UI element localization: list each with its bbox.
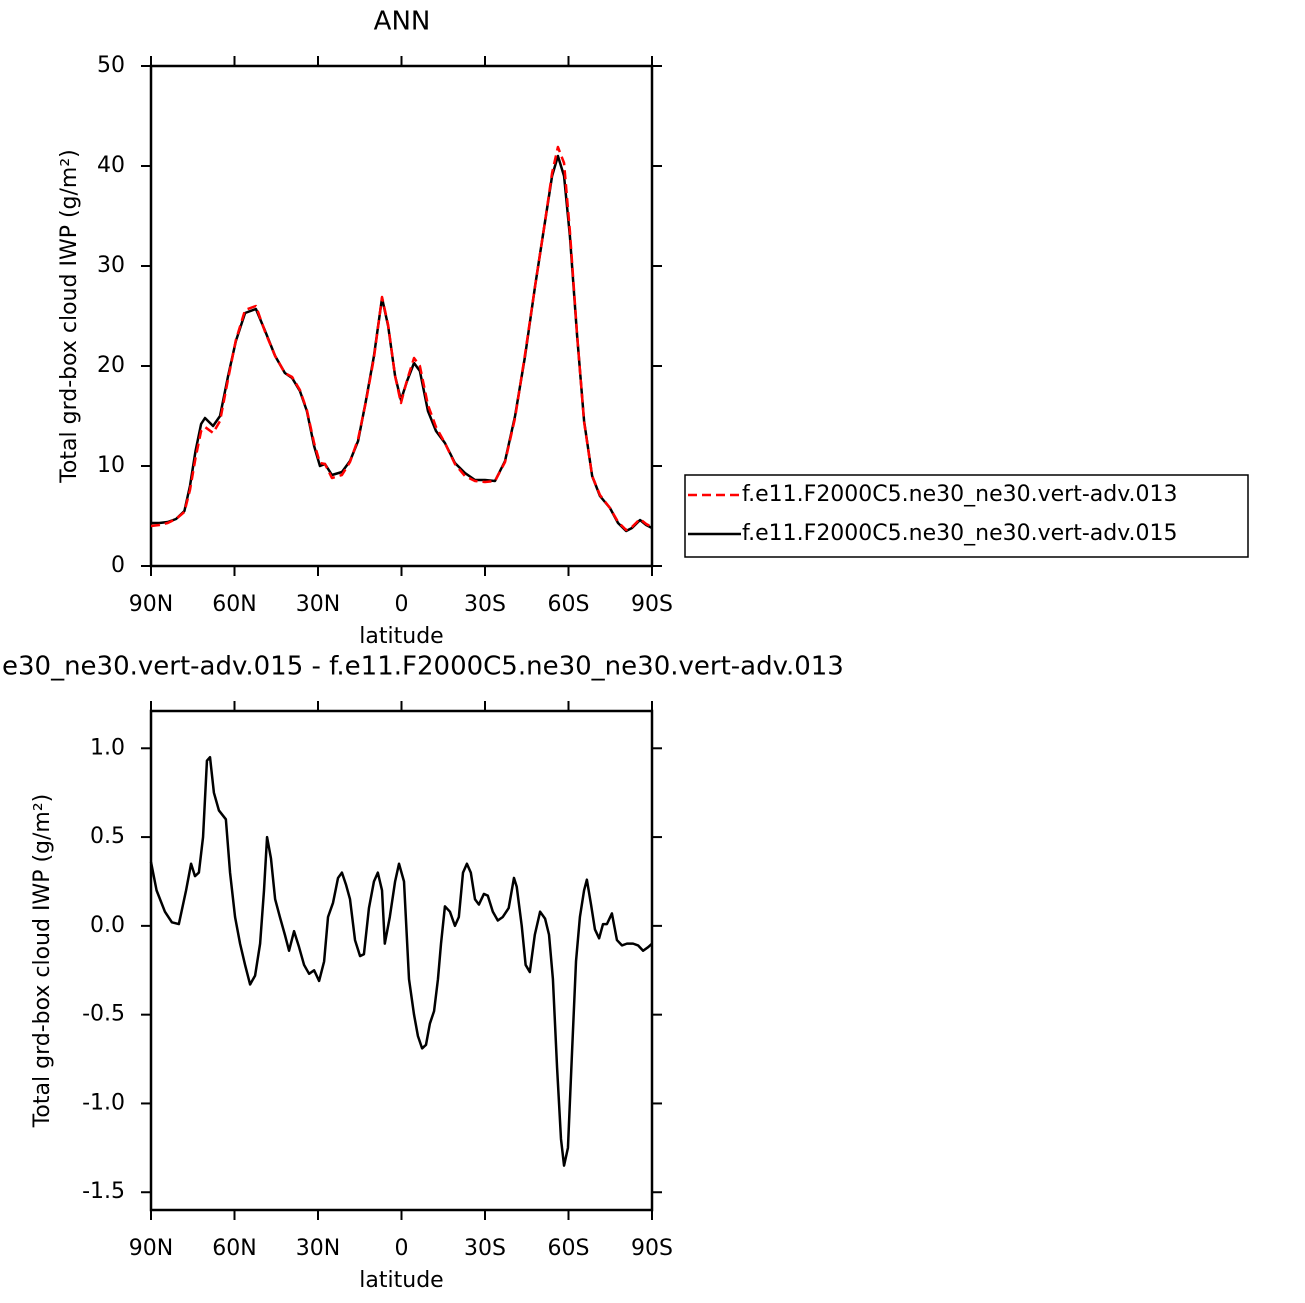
y-tick-label: -1.5 xyxy=(82,1179,125,1204)
y-tick-label: -1.0 xyxy=(82,1090,125,1115)
x-tick-label: 90S xyxy=(631,592,673,617)
x-tick-label: 90N xyxy=(129,1236,173,1261)
x-tick-label: 30N xyxy=(296,1236,340,1261)
x-tick-label: 0 xyxy=(395,592,409,617)
y-tick-label: 0.0 xyxy=(90,913,125,938)
y-tick-label: 50 xyxy=(97,53,125,78)
y-tick-label: 0.5 xyxy=(90,824,125,849)
x-tick-label: 0 xyxy=(395,1236,409,1261)
series-line xyxy=(150,145,653,532)
legend-box xyxy=(684,474,1249,558)
x-tick-label: 30S xyxy=(464,592,506,617)
y-tick-label: 0 xyxy=(111,553,125,578)
x-tick-label: 30N xyxy=(296,592,340,617)
chart-title: e30_ne30.vert-adv.015 - f.e11.F2000C5.ne… xyxy=(2,652,844,682)
legend-label: f.e11.F2000C5.ne30_ne30.vert-adv.015 xyxy=(742,521,1178,546)
y-tick-label: 10 xyxy=(97,453,125,478)
series-line xyxy=(149,755,653,1167)
x-tick-label: 60N xyxy=(212,1236,256,1261)
legend-label: f.e11.F2000C5.ne30_ne30.vert-adv.013 xyxy=(742,482,1178,507)
x-tick-label: 90N xyxy=(129,592,173,617)
x-tick-label: 60S xyxy=(548,592,590,617)
x-axis-label: latitude xyxy=(359,624,443,649)
x-tick-label: 60S xyxy=(548,1236,590,1261)
y-axis-label: Total grd-box cloud IWP (g/m²) xyxy=(57,149,82,484)
x-axis-label: latitude xyxy=(359,1268,443,1293)
y-tick-label: 20 xyxy=(97,353,125,378)
x-tick-label: 60N xyxy=(212,592,256,617)
y-axis-label: Total grd-box cloud IWP (g/m²) xyxy=(30,794,55,1129)
y-tick-label: 40 xyxy=(97,153,125,178)
y-tick-label: -0.5 xyxy=(82,1002,125,1027)
chart-title: ANN xyxy=(374,7,431,37)
x-tick-label: 30S xyxy=(464,1236,506,1261)
x-tick-label: 90S xyxy=(631,1236,673,1261)
y-tick-label: 1.0 xyxy=(90,735,125,760)
y-tick-label: 30 xyxy=(97,253,125,278)
